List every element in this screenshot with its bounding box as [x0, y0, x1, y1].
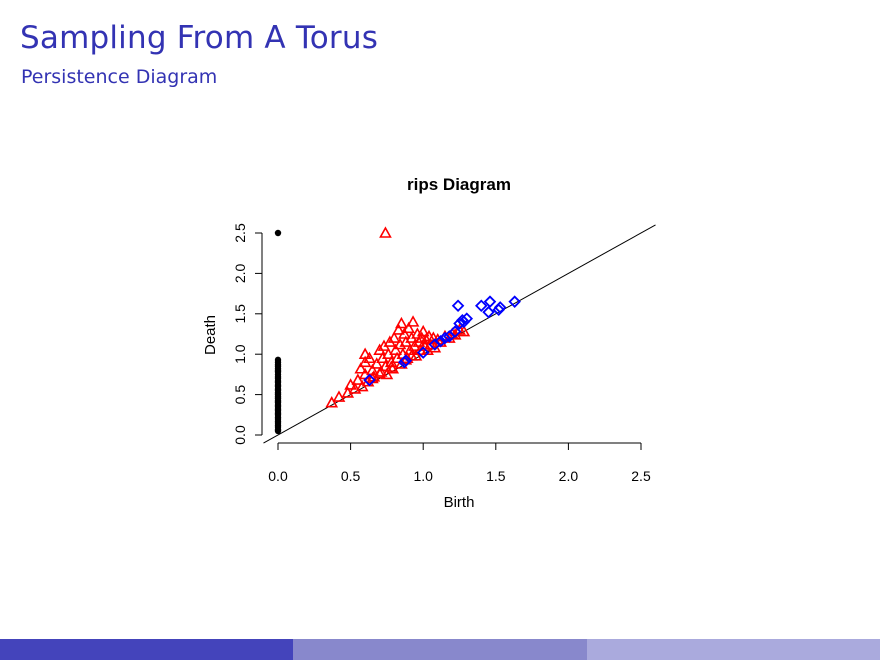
data-point-triangle: [395, 316, 408, 329]
data-point-diamond: [451, 299, 465, 312]
data-point-triangle: [397, 327, 411, 339]
data-point-triangle: [387, 331, 401, 343]
data-point-diamond: [363, 373, 376, 387]
x-tick-label: 2.5: [631, 468, 651, 484]
data-point-diamond: [453, 317, 466, 330]
data-point-triangle: [406, 315, 420, 327]
data-point-triangle: [416, 324, 430, 337]
data-point-triangle: [384, 360, 398, 372]
chart-title: rips Diagram: [407, 175, 511, 194]
x-tick-label: 1.5: [486, 468, 506, 484]
data-point-triangle: [380, 367, 394, 380]
data-point-circle: [274, 427, 282, 435]
x-axis-label: Birth: [444, 494, 475, 511]
y-tick-label: 1.5: [232, 304, 248, 324]
footer-segment-middle: [293, 639, 587, 660]
data-point-triangle: [351, 373, 365, 385]
footer-segment-right: [586, 639, 880, 660]
footer-segment-left: [0, 639, 294, 660]
data-point-diamond: [483, 295, 497, 308]
data-point-triangle: [363, 351, 376, 364]
data-points: [274, 226, 521, 435]
x-tick-label: 2.0: [559, 468, 579, 484]
data-point-triangle: [373, 366, 386, 379]
x-tick-label: 1.0: [413, 468, 433, 484]
x-tick-label: 0.5: [341, 468, 361, 484]
data-point-diamond: [493, 301, 507, 314]
data-point-triangle: [457, 324, 471, 337]
data-point-triangle: [332, 390, 346, 402]
axes: 0.0 0.5 1.0 1.5 2.0 2.5 0.0 0.5 1.0 1.5 2.0 2.5: [232, 223, 651, 484]
data-point-triangle: [354, 362, 368, 374]
data-point-triangle: [419, 333, 433, 345]
y-tick-label: 0.5: [232, 385, 248, 405]
y-axis-label: Death: [202, 315, 219, 355]
data-point-circle: [274, 229, 282, 237]
y-tick-label: 0.0: [232, 425, 248, 445]
data-point-triangle: [405, 349, 418, 361]
slide-title: Sampling From A Torus: [20, 20, 379, 56]
y-tick-label: 2.5: [232, 223, 248, 243]
data-point-diamond: [460, 312, 474, 325]
data-point-diamond: [399, 354, 413, 367]
data-point-triangle: [389, 343, 402, 355]
y-tick-label: 2.0: [232, 263, 248, 283]
data-point-triangle: [358, 347, 372, 360]
data-point-diamond: [416, 346, 430, 359]
data-point-diamond: [448, 325, 462, 338]
data-point-diamond: [457, 315, 471, 329]
data-point-diamond: [434, 334, 447, 348]
footer-bar: [0, 639, 880, 660]
data-point-diamond: [508, 295, 521, 308]
data-point-triangle: [392, 323, 405, 335]
x-tick-label: 0.0: [268, 468, 288, 484]
data-point-triangle: [370, 357, 384, 369]
y-tick-label: 1.0: [232, 344, 248, 364]
data-point-diamond: [482, 305, 495, 319]
data-point-diamond: [438, 331, 452, 345]
data-point-diamond: [475, 299, 488, 312]
data-point-triangle: [402, 321, 416, 334]
slide-subtitle: Persistence Diagram: [21, 66, 218, 88]
data-point-triangle: [379, 226, 392, 238]
data-point-triangle: [325, 396, 339, 408]
